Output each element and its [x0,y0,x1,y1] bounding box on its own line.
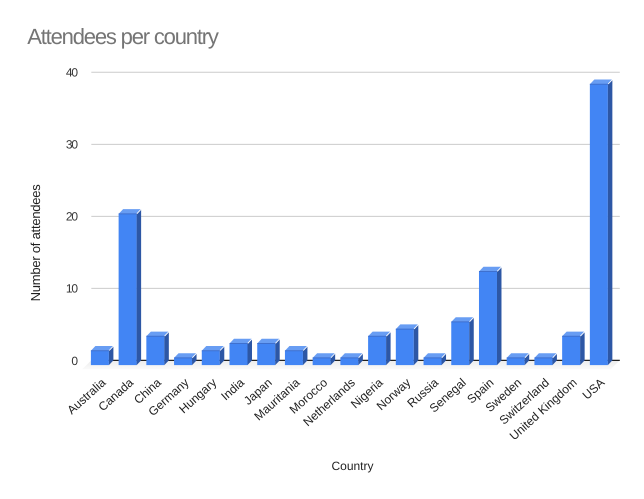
svg-text:30: 30 [66,138,78,152]
svg-text:10: 10 [66,282,78,296]
svg-text:0: 0 [71,354,78,368]
svg-text:Country: Country [331,459,373,473]
svg-text:20: 20 [66,210,78,224]
svg-text:Number of attendees: Number of attendees [28,184,43,302]
svg-text:Attendees per country: Attendees per country [27,24,219,49]
svg-text:40: 40 [66,66,78,80]
